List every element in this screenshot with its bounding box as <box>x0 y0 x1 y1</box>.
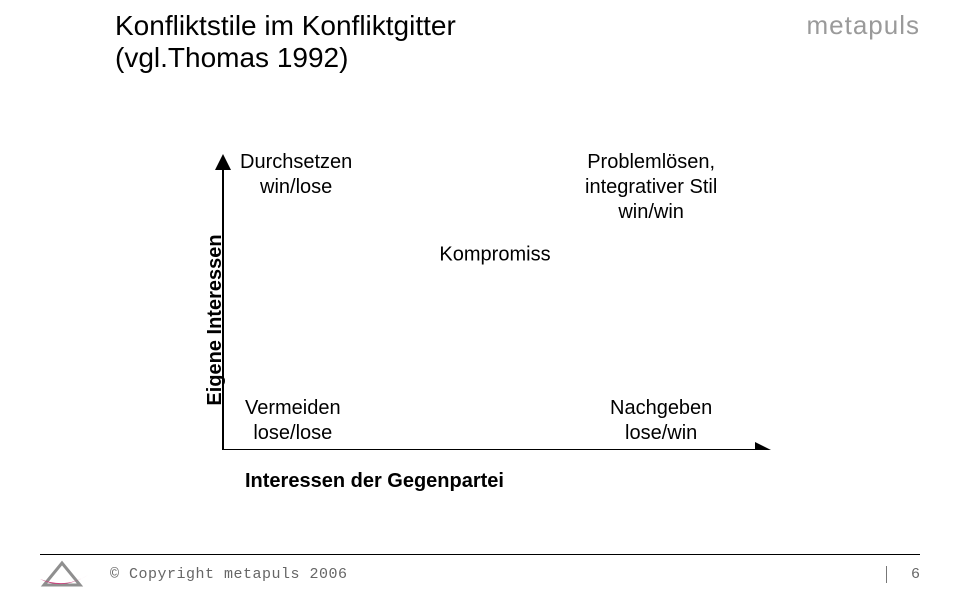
header: Konfliktstile im Konfliktgitter (vgl.Tho… <box>115 10 920 74</box>
tr-line3: win/win <box>585 200 717 225</box>
metapuls-logo-icon <box>40 559 90 589</box>
br-line2: lose/win <box>610 421 712 446</box>
br-line1: Nachgeben <box>610 396 712 421</box>
bl-line2: lose/lose <box>245 421 341 446</box>
center-label: Kompromiss <box>439 244 550 267</box>
tl-line1: Durchsetzen <box>240 150 352 175</box>
title-line2: (vgl.Thomas 1992) <box>115 42 456 74</box>
quadrant-top-left: Durchsetzen win/lose <box>240 150 352 200</box>
plot-area: Durchsetzen win/lose Problemlösen, integ… <box>215 150 775 450</box>
conflict-grid-diagram: Eigene Interessen Durchsetzen win/lose P… <box>140 150 820 490</box>
tr-line2: integrativer Stil <box>585 175 717 200</box>
copyright-text: © Copyright metapuls 2006 <box>110 566 348 583</box>
title-block: Konfliktstile im Konfliktgitter (vgl.Tho… <box>115 10 456 74</box>
quadrant-bottom-left: Vermeiden lose/lose <box>245 396 341 446</box>
footer-left: © Copyright metapuls 2006 <box>40 559 348 589</box>
x-axis-label: Interessen der Gegenpartei <box>245 470 504 493</box>
footer: © Copyright metapuls 2006 6 <box>40 554 920 589</box>
bl-line1: Vermeiden <box>245 396 341 421</box>
quadrant-bottom-right: Nachgeben lose/win <box>610 396 712 446</box>
brand-logo-text: metapuls <box>807 10 921 41</box>
tr-line1: Problemlösen, <box>585 150 717 175</box>
title-line1: Konfliktstile im Konfliktgitter <box>115 10 456 42</box>
tl-line2: win/lose <box>240 175 352 200</box>
page-number: 6 <box>886 566 920 583</box>
quadrant-top-right: Problemlösen, integrativer Stil win/win <box>585 150 717 225</box>
